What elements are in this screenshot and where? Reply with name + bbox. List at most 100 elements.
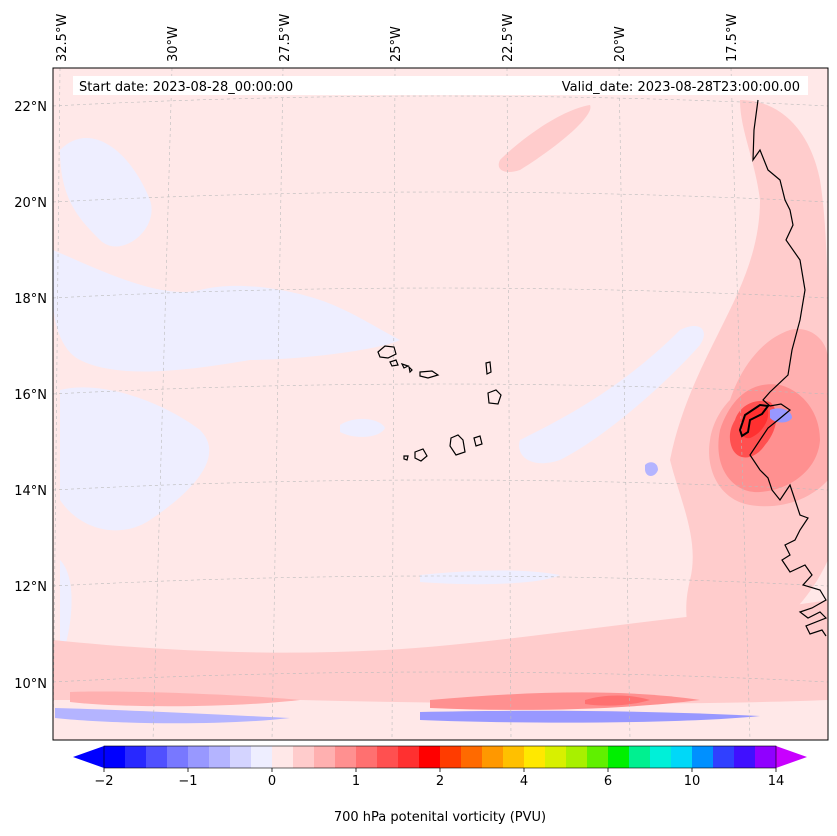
colorbar-cell <box>566 746 588 768</box>
parallel-line <box>52 383 829 395</box>
colorbar-cell <box>524 746 546 768</box>
weak-negative-region <box>60 560 72 660</box>
lon-label: 20°W <box>613 26 628 62</box>
lon-tick-labels: 32.5°W 30°W 27.5°W 25°W 22.5°W 20°W 17.5… <box>55 14 740 62</box>
parallel-line <box>52 95 829 107</box>
weak-negative-region <box>340 418 385 437</box>
meridian-line <box>271 67 284 741</box>
colorbar-cell <box>377 746 399 768</box>
map-frame <box>52 67 829 741</box>
island-outline <box>408 365 413 374</box>
pv-field <box>53 100 828 724</box>
parallel-line <box>52 479 829 491</box>
island-outline <box>400 362 410 369</box>
colorbar-cell <box>482 746 504 768</box>
colorbar-cell <box>209 746 231 768</box>
colorbar-tick-label: 6 <box>604 774 612 789</box>
colorbar-cell <box>293 746 315 768</box>
lat-tick-labels: 22°N 20°N 18°N 16°N 14°N 12°N 10°N <box>14 100 47 692</box>
colorbar-tick-label: 4 <box>520 774 528 789</box>
colorbar-cells <box>104 746 777 768</box>
weak-negative-region <box>519 325 704 464</box>
colorbar-tick-label: 0 <box>268 774 276 789</box>
colorbar-cell <box>650 746 672 768</box>
colorbar-cell <box>356 746 378 768</box>
south-band-negative <box>420 710 760 723</box>
weak-negative-region <box>53 250 400 372</box>
colorbar-cell <box>251 746 273 768</box>
lat-label: 12°N <box>14 580 47 595</box>
weak-negative-region <box>60 387 210 531</box>
parallel-line <box>52 575 829 587</box>
colorbar-cell <box>713 746 735 768</box>
date-header-box <box>73 76 808 95</box>
island-outline <box>419 370 440 379</box>
lon-label: 22.5°W <box>501 14 516 62</box>
south-band-positive <box>53 600 828 704</box>
lon-label: 17.5°W <box>725 14 740 62</box>
colorbar-cell <box>461 746 483 768</box>
meridian-line <box>618 67 631 741</box>
pv-negative-spot <box>645 462 658 476</box>
south-band-positive-strong <box>70 691 300 707</box>
colorbar-cell <box>608 746 630 768</box>
colorbar-cell <box>755 746 777 768</box>
lat-label: 20°N <box>14 196 47 211</box>
colorbar-cell <box>272 746 294 768</box>
start-date-label: Start date: 2023-08-28_00:00:00 <box>79 80 293 95</box>
lon-label: 30°W <box>166 26 181 62</box>
island-outline <box>449 434 466 456</box>
colorbar-cell <box>230 746 252 768</box>
weak-negative-region <box>60 138 152 247</box>
south-band-negative <box>55 708 290 724</box>
colorbar-cell <box>398 746 420 768</box>
colorbar-ticks: −2 −1 0 1 2 4 6 10 14 <box>94 768 784 789</box>
colorbar-cell <box>104 746 126 768</box>
islands <box>377 345 502 462</box>
pv-negative-spot <box>770 408 792 423</box>
colorbar-cell <box>671 746 693 768</box>
lon-label: 32.5°W <box>55 14 70 62</box>
colorbar-tick-label: −2 <box>94 774 113 789</box>
south-band-positive-core <box>585 695 650 706</box>
parallel-line <box>52 191 829 203</box>
colorbar-tick-label: 2 <box>436 774 444 789</box>
island-outline <box>403 455 409 461</box>
pv-positive-light <box>498 105 591 172</box>
graticule <box>52 67 829 741</box>
weak-negative-region <box>420 570 560 585</box>
colorbar-cell <box>419 746 441 768</box>
colorbar-label: 700 hPa potenital vorticity (PVU) <box>334 810 546 825</box>
island-outline <box>389 359 399 367</box>
meridian-line <box>391 67 396 741</box>
colorbar-tick-label: 1 <box>352 774 360 789</box>
valid-date-label: Valid_date: 2023-08-28T23:00:00.00 <box>562 80 800 95</box>
colorbar-cell <box>503 746 525 768</box>
colorbar-cell <box>587 746 609 768</box>
parallel-line <box>52 671 829 683</box>
colorbar-max-extension <box>776 746 807 768</box>
meridian-line <box>152 67 173 741</box>
island-outline <box>485 361 492 375</box>
colorbar-cell <box>188 746 210 768</box>
meridian-line <box>52 67 61 741</box>
colorbar-cell <box>545 746 567 768</box>
colorbar-cell <box>125 746 147 768</box>
lat-label: 18°N <box>14 292 47 307</box>
island-outline <box>377 345 397 359</box>
colorbar-tick-label: 14 <box>768 774 785 789</box>
meridian-line <box>730 67 751 741</box>
lon-label: 25°W <box>389 26 404 62</box>
colorbar-cell <box>314 746 336 768</box>
island-outline <box>414 448 428 462</box>
meridian-line <box>506 67 512 741</box>
colorbar-tick-label: −1 <box>178 774 197 789</box>
lat-label: 16°N <box>14 388 47 403</box>
colorbar-cell <box>167 746 189 768</box>
colorbar-cell <box>146 746 168 768</box>
island-outline <box>473 435 483 447</box>
colorbar-cell <box>629 746 651 768</box>
lon-label: 27.5°W <box>278 14 293 62</box>
